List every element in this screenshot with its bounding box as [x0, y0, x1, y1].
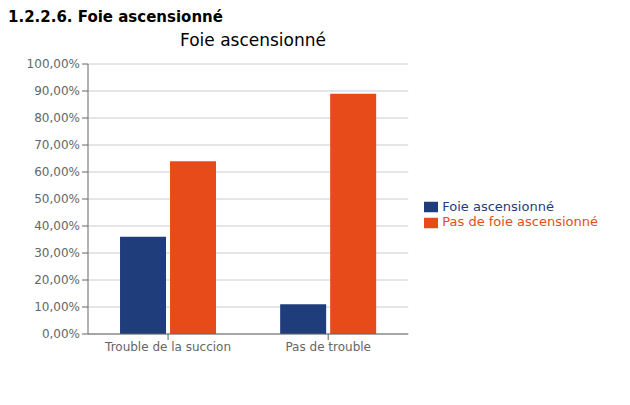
svg-text:0,00%: 0,00% — [42, 327, 80, 341]
svg-text:Pas de trouble: Pas de trouble — [285, 340, 371, 354]
svg-text:80,00%: 80,00% — [34, 111, 80, 125]
svg-text:40,00%: 40,00% — [34, 219, 80, 233]
svg-text:10,00%: 10,00% — [34, 300, 80, 314]
html-text:Pas de foie ascensionné: Pas de foie ascensionné — [442, 214, 598, 229]
html-text:Foie ascensionné: Foie ascensionné — [442, 198, 554, 214]
svg-text:100,00%: 100,00% — [27, 57, 80, 71]
html-text:Foie ascensionné: Foie ascensionné — [180, 30, 326, 50]
svg-text:90,00%: 90,00% — [34, 84, 80, 98]
svg-text:Trouble de la succion: Trouble de la succion — [104, 340, 231, 354]
html-text:1.2.2.6. Foie ascensionné: 1.2.2.6. Foie ascensionné — [8, 8, 223, 26]
svg-text:20,00%: 20,00% — [34, 273, 80, 287]
svg-text:30,00%: 30,00% — [34, 246, 80, 260]
svg-text:70,00%: 70,00% — [34, 138, 80, 152]
svg-text:50,00%: 50,00% — [34, 192, 80, 206]
svg-text:60,00%: 60,00% — [34, 165, 80, 179]
